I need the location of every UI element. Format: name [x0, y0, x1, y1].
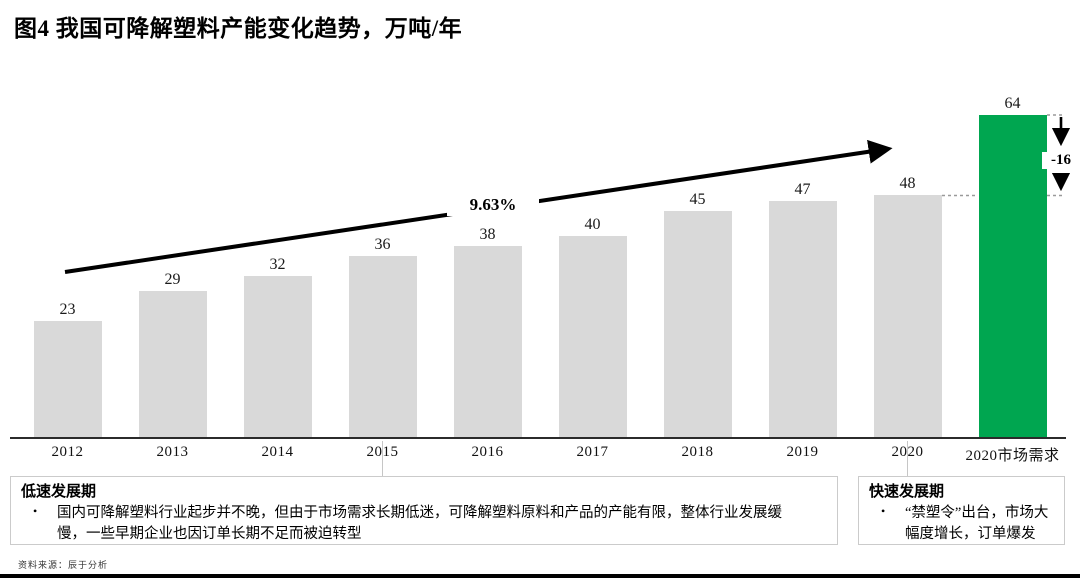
bullet-icon: • [881, 503, 886, 518]
bar-slot-2016: 38 [435, 95, 540, 437]
x-axis-line [10, 437, 1066, 439]
bar-value-label: 29 [164, 271, 181, 288]
x-tick-2020市场需求: 2020市场需求 [965, 448, 1060, 464]
bar-slot-2019: 47 [750, 95, 855, 437]
bar-slot-2014: 32 [225, 95, 330, 437]
callout-fast-bullet: • “禁塑令”出台，市场大幅度增长，订单爆发 [869, 503, 1054, 545]
x-tick-2017: 2017 [576, 444, 609, 460]
x-tick-2019: 2019 [786, 444, 819, 460]
bar-2016 [453, 246, 522, 437]
bar-2012 [33, 321, 102, 437]
bar-value-label: 38 [479, 226, 496, 243]
gap-label: -16 [1042, 152, 1080, 169]
x-tick-2016: 2016 [471, 444, 504, 460]
bar-slot-2020市场需求: 64 [960, 95, 1065, 437]
x-tick-2013: 2013 [156, 444, 189, 460]
x-tick-2012: 2012 [51, 444, 84, 460]
bar-value-label: 64 [1004, 95, 1021, 112]
bar-value-label: 40 [584, 216, 601, 233]
bar-value-label: 36 [374, 236, 391, 253]
bar-value-label: 48 [899, 175, 916, 192]
callout-fast-heading: 快速发展期 [869, 484, 945, 500]
bar-value-label: 32 [269, 256, 286, 273]
bar-2020市场需求 [978, 115, 1047, 437]
bottom-border-bar [0, 574, 1080, 578]
bar-value-label: 45 [689, 191, 706, 208]
callout-fast-period: 快速发展期 • “禁塑令”出台，市场大幅度增长，订单爆发 [858, 476, 1065, 545]
bar-2020 [873, 195, 942, 437]
plot-area: 23 29 32 36 38 40 45 47 48 64 [15, 95, 1071, 437]
source-note: 资料来源：辰于分析 [18, 560, 109, 570]
bar-2014 [243, 276, 312, 437]
chart-title: 图4 我国可降解塑料产能变化趋势，万吨/年 [14, 16, 463, 41]
bar-value-label: 23 [59, 301, 76, 318]
bar-2017 [558, 236, 627, 437]
bar-2015 [348, 256, 417, 437]
bar-slot-2013: 29 [120, 95, 225, 437]
callout-slow-text: 国内可降解塑料行业起步并不晚，但由于市场需求长期低迷，可降解塑料原料和产品的产能… [57, 504, 782, 542]
connector-2015 [382, 441, 383, 476]
x-tick-2014: 2014 [261, 444, 294, 460]
cagr-label: 9.63% [447, 194, 539, 216]
bars: 23 29 32 36 38 40 45 47 48 64 [15, 95, 1065, 437]
bar-slot-2018: 45 [645, 95, 750, 437]
bullet-icon: • [33, 503, 38, 518]
x-tick-2018: 2018 [681, 444, 714, 460]
bar-value-label: 47 [794, 181, 811, 198]
callout-slow-period: 低速发展期 • 国内可降解塑料行业起步并不晚，但由于市场需求长期低迷，可降解塑料… [10, 476, 838, 545]
bar-2019 [768, 201, 837, 437]
bar-2013 [138, 291, 207, 437]
connector-2020 [907, 441, 908, 476]
bar-slot-2015: 36 [330, 95, 435, 437]
bar-slot-2017: 40 [540, 95, 645, 437]
bar-2018 [663, 211, 732, 437]
bar-slot-2020: 48 [855, 95, 960, 437]
callout-fast-text: “禁塑令”出台，市场大幅度增长，订单爆发 [905, 504, 1049, 542]
callout-slow-bullet: • 国内可降解塑料行业起步并不晚，但由于市场需求长期低迷，可降解塑料原料和产品的… [21, 503, 827, 545]
bar-slot-2012: 23 [15, 95, 120, 437]
callout-slow-heading: 低速发展期 [21, 484, 97, 500]
